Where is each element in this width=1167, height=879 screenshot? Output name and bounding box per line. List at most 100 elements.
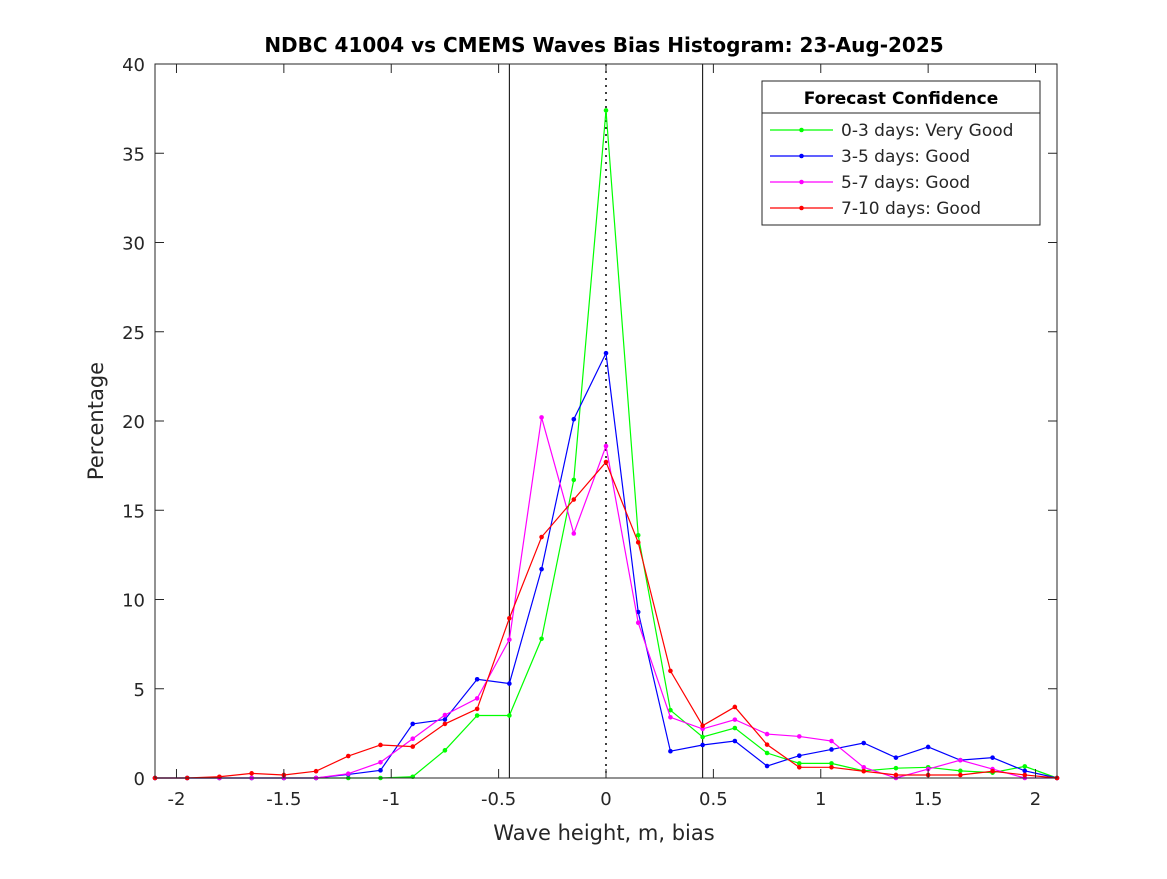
data-point — [571, 531, 577, 536]
data-point — [958, 772, 963, 778]
legend-box — [761, 80, 1041, 226]
legend-swatch-marker — [799, 205, 804, 211]
data-point — [474, 706, 480, 712]
data-point — [539, 415, 544, 420]
data-point — [378, 742, 383, 748]
legend: Forecast Confidence 0-3 days: Very Good 3… — [761, 80, 1041, 226]
data-point — [635, 540, 641, 545]
data-point — [700, 726, 705, 732]
data-point — [668, 668, 673, 674]
data-point — [861, 764, 867, 770]
data-point — [474, 696, 480, 701]
data-point — [764, 742, 770, 747]
data-point — [539, 534, 544, 540]
y-tick-label: 10 — [122, 591, 145, 612]
data-point — [732, 717, 738, 722]
data-point — [893, 755, 899, 760]
legend-swatch-marker — [799, 153, 804, 159]
data-point — [990, 768, 995, 774]
x-tick-label: -0.5 — [481, 789, 516, 810]
y-tick-label: 0 — [134, 769, 145, 790]
data-point — [442, 721, 448, 727]
data-point — [442, 717, 448, 722]
x-tick-label: -1 — [382, 789, 400, 810]
data-point — [507, 713, 512, 718]
data-point — [893, 772, 899, 778]
data-point — [378, 759, 383, 765]
data-point — [700, 734, 705, 740]
y-tick-label: 25 — [122, 323, 145, 344]
data-point — [539, 636, 544, 642]
data-point — [345, 753, 351, 759]
data-point — [732, 738, 738, 744]
legend-label: 7-10 days: Good — [841, 199, 981, 219]
data-point — [378, 768, 383, 773]
data-point — [507, 681, 512, 686]
legend-title: Forecast Confidence — [804, 89, 999, 109]
x-tick-label: -2 — [167, 789, 185, 810]
data-point — [958, 768, 963, 774]
data-point — [861, 740, 867, 746]
y-tick-label: 15 — [122, 501, 145, 522]
y-axis-label: Percentage — [84, 362, 108, 480]
data-point — [603, 108, 609, 113]
data-point — [668, 748, 673, 754]
y-tick-label: 30 — [122, 234, 145, 255]
data-point — [861, 768, 867, 774]
data-point — [442, 748, 448, 753]
y-tick-label: 20 — [122, 412, 145, 433]
series-4 — [152, 459, 1060, 781]
chart-title: NDBC 41004 vs CMEMS Waves Bias Histogram… — [264, 33, 943, 57]
data-point — [668, 707, 673, 713]
data-point — [410, 721, 416, 727]
legend-label: 3-5 days: Good — [841, 147, 970, 167]
data-point — [700, 742, 705, 748]
data-point — [313, 768, 319, 774]
data-point — [635, 532, 641, 538]
data-point — [1022, 764, 1028, 769]
data-point — [829, 738, 834, 744]
x-tick-label: 0 — [600, 789, 611, 810]
legend-label: 0-3 days: Very Good — [841, 121, 1013, 141]
x-tick-label: 2 — [1030, 789, 1041, 810]
x-tick-label: 1.5 — [914, 789, 943, 810]
data-point — [796, 761, 802, 766]
data-point — [732, 704, 738, 710]
data-point — [829, 761, 834, 766]
data-point — [829, 764, 834, 770]
data-point — [603, 350, 609, 356]
data-point — [925, 744, 931, 750]
data-point — [345, 771, 351, 777]
data-point — [410, 744, 416, 749]
data-point — [796, 753, 802, 758]
data-point — [410, 736, 416, 742]
x-tick-label: 0.5 — [699, 789, 728, 810]
data-point — [990, 755, 995, 760]
data-point — [474, 676, 480, 682]
data-point — [603, 443, 609, 449]
y-tick-label: 40 — [122, 55, 145, 76]
data-point — [249, 771, 254, 776]
data-point — [732, 725, 738, 731]
data-point — [603, 459, 609, 465]
y-tick-label: 5 — [134, 680, 145, 701]
legend-swatch-marker — [799, 179, 804, 185]
data-point — [571, 416, 577, 422]
data-point — [764, 731, 770, 737]
legend-label: 5-7 days: Good — [841, 173, 970, 193]
data-point — [507, 615, 512, 621]
data-point — [539, 566, 544, 572]
data-point — [796, 764, 802, 770]
legend-swatch-marker — [799, 127, 804, 133]
data-point — [958, 757, 963, 763]
data-point — [668, 715, 673, 720]
y-tick-label: 35 — [122, 144, 145, 165]
data-point — [442, 712, 448, 718]
data-point — [635, 620, 641, 626]
data-point — [764, 750, 770, 756]
data-point — [474, 713, 480, 718]
data-point — [1022, 768, 1028, 774]
x-axis-label: Wave height, m, bias — [493, 821, 714, 845]
